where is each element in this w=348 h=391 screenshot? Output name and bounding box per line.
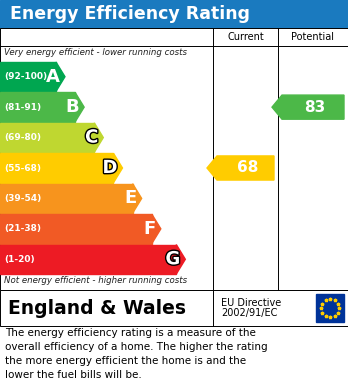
Bar (0, 123, 94, 152)
Text: (39-54): (39-54) (4, 194, 41, 203)
Text: Not energy efficient - higher running costs: Not energy efficient - higher running co… (4, 276, 187, 285)
Text: B: B (65, 98, 79, 116)
Polygon shape (113, 153, 122, 183)
Text: The energy efficiency rating is a measure of the: The energy efficiency rating is a measur… (5, 328, 256, 338)
Bar (0, 153, 113, 183)
Bar (0, 184, 133, 213)
Polygon shape (152, 214, 161, 244)
Polygon shape (272, 95, 344, 119)
Text: G: G (165, 250, 180, 268)
Bar (0, 28, 348, 290)
Text: Very energy efficient - lower running costs: Very energy efficient - lower running co… (4, 48, 187, 57)
Polygon shape (94, 123, 103, 152)
Polygon shape (207, 156, 274, 180)
Polygon shape (176, 245, 185, 274)
Polygon shape (75, 92, 84, 122)
Text: (21-38): (21-38) (4, 224, 41, 233)
Text: E: E (124, 189, 137, 208)
Text: (69-80): (69-80) (4, 133, 41, 142)
Text: 68: 68 (237, 160, 258, 176)
Text: Energy Efficiency Rating: Energy Efficiency Rating (10, 5, 250, 23)
Text: A: A (46, 68, 60, 86)
Text: (81-91): (81-91) (4, 103, 41, 112)
Text: D: D (102, 159, 118, 177)
Text: (92-100): (92-100) (4, 72, 47, 81)
Text: EU Directive: EU Directive (221, 298, 281, 308)
Bar (0, 62, 56, 91)
Bar (0, 0, 348, 28)
Text: 2002/91/EC: 2002/91/EC (221, 308, 277, 318)
Polygon shape (133, 184, 142, 213)
Bar (0, 245, 176, 274)
Polygon shape (56, 62, 65, 91)
Text: lower the fuel bills will be.: lower the fuel bills will be. (5, 370, 142, 380)
Text: (55-68): (55-68) (4, 163, 41, 172)
Text: overall efficiency of a home. The higher the rating: overall efficiency of a home. The higher… (5, 342, 268, 352)
Text: F: F (144, 220, 156, 238)
Bar (0, 92, 75, 122)
Bar (316, 294, 344, 322)
Text: the more energy efficient the home is and the: the more energy efficient the home is an… (5, 356, 246, 366)
Text: C: C (85, 129, 98, 147)
Bar (0, 214, 152, 244)
Bar (0, 290, 348, 326)
Text: Current: Current (227, 32, 264, 42)
Text: Potential: Potential (292, 32, 334, 42)
Text: 83: 83 (304, 100, 326, 115)
Text: England & Wales: England & Wales (8, 298, 186, 317)
Text: (1-20): (1-20) (4, 255, 34, 264)
